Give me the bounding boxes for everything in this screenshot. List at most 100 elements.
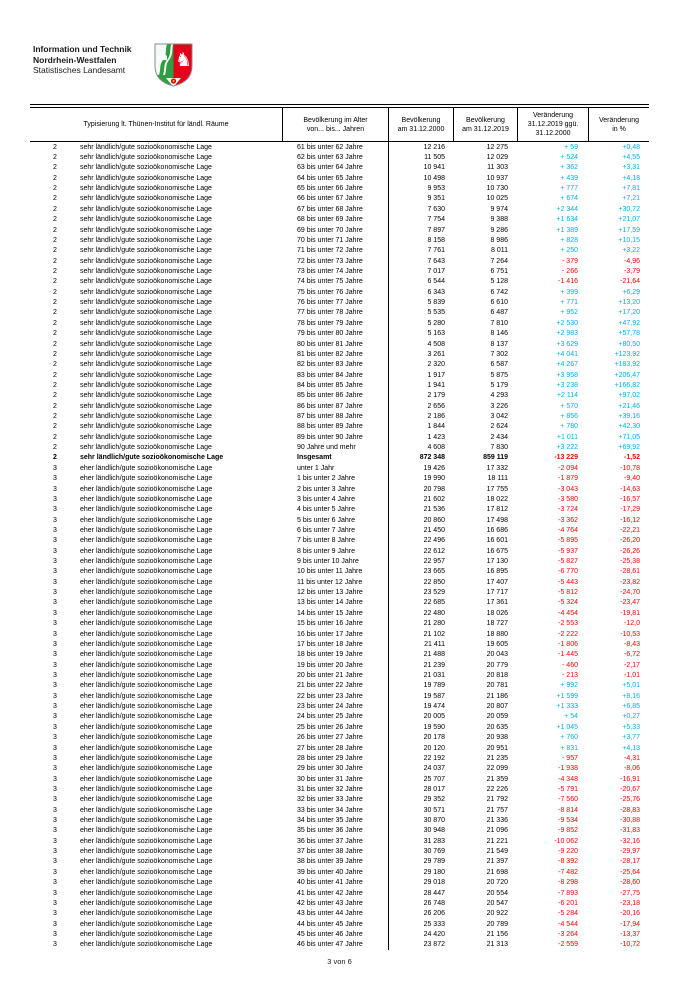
cell-veraenderung-pct: +21,46 [618, 402, 640, 410]
cell-typ-nummer: 2 [53, 454, 57, 462]
cell-veraenderung-pct: +6,85 [622, 703, 640, 711]
cell-altersgruppe: 30 bis unter 31 Jahre [297, 775, 363, 783]
table-row: 3 eher ländlich/gute sozioökonomische Lag… [30, 504, 649, 515]
cell-veraenderung-pct: -1,01 [624, 672, 640, 679]
table-row: 2 sehr ländlich/gute sozioökonomische Lag… [30, 152, 649, 163]
cell-bevoelkerung-2000: 7 017 [388, 266, 453, 277]
cell-bevoelkerung-2000: 2 656 [388, 400, 453, 412]
cell-bevoelkerung-2000: 1 844 [388, 421, 453, 433]
cell-bevoelkerung-2000: 22 850 [388, 577, 453, 588]
cell-typ-nummer: 3 [53, 920, 57, 928]
cell-veraenderung-abs: -6 770 [558, 568, 578, 576]
cell-altersgruppe: 66 bis unter 67 Jahre [297, 195, 363, 203]
cell-bevoelkerung-2019: 11 303 [487, 164, 508, 172]
table-row: 3 eher ländlich/gute sozioökonomische Lag… [30, 815, 649, 826]
cell-typ-label: eher ländlich/gute sozioökonomische Lage [80, 651, 213, 659]
cell-typ-label: sehr ländlich/gute sozioökonomische Lage [80, 299, 212, 307]
cell-bevoelkerung-2019: 18 022 [486, 495, 508, 503]
cell-veraenderung-pct: +8,16 [622, 692, 640, 700]
cell-bevoelkerung-2000: 21 602 [388, 494, 453, 505]
cell-typ-label: eher ländlich/gute sozioökonomische Lage [80, 682, 213, 690]
cell-bevoelkerung-2000: 25 333 [388, 918, 453, 930]
cell-typ-label: eher ländlich/gute sozioökonomische Lage [80, 848, 213, 856]
cell-typ-label: sehr ländlich/gute sozioökonomische Lage [80, 236, 212, 244]
cell-veraenderung-pct: -13,37 [620, 930, 640, 938]
table-top-rule [30, 104, 649, 105]
cell-typ-nummer: 2 [53, 444, 57, 452]
table-row: 3 eher ländlich/gute sozioökonomische Lag… [30, 711, 649, 723]
cell-veraenderung-abs: +1 389 [556, 226, 578, 234]
cell-veraenderung-pct: -2,17 [624, 661, 640, 669]
cell-bevoelkerung-2000: 19 789 [388, 680, 453, 692]
cell-altersgruppe: 61 bis unter 62 Jahre [297, 143, 363, 151]
cell-altersgruppe: 86 bis unter 87 Jahre [297, 402, 363, 410]
cell-bevoelkerung-2019: 20 781 [486, 682, 508, 690]
cell-veraenderung-abs: + 524 [560, 154, 578, 162]
cell-typ-label: eher ländlich/gute sozioökonomische Lage [80, 609, 213, 617]
cell-veraenderung-abs: -8 392 [558, 858, 578, 866]
cell-veraenderung-abs: + 399 [560, 288, 578, 296]
cell-bevoelkerung-2019: 859 119 [483, 454, 508, 462]
cell-altersgruppe: 89 bis unter 90 Jahre [297, 433, 363, 441]
cell-altersgruppe: 23 bis unter 24 Jahre [297, 703, 363, 711]
agency-letterhead: Information und Technik Nordrhein-Westfa… [33, 44, 132, 76]
cell-veraenderung-pct: +4,13 [622, 744, 640, 752]
cell-bevoelkerung-2000: 5 280 [388, 318, 453, 329]
table-row: 2 sehr ländlich/gute sozioökonomische Lag… [30, 224, 649, 236]
cell-veraenderung-abs: -1 879 [558, 475, 578, 483]
cell-veraenderung-abs: -1 416 [558, 278, 578, 286]
cell-altersgruppe: 19 bis unter 20 Jahre [297, 661, 363, 669]
table-row: 3 eher ländlich/gute sozioökonomische Lag… [30, 856, 649, 868]
cell-veraenderung-pct: +10,15 [618, 236, 640, 244]
cell-typ-nummer: 2 [53, 164, 57, 172]
cell-veraenderung-abs: + 760 [560, 734, 578, 742]
table-row: 2 sehr ländlich/gute sozioökonomische Lag… [30, 255, 649, 267]
cell-veraenderung-pct: -14,63 [620, 485, 640, 493]
cell-typ-nummer: 2 [53, 423, 57, 431]
cell-typ-nummer: 3 [53, 879, 57, 887]
cell-veraenderung-pct: +5,33 [622, 723, 640, 731]
cell-veraenderung-pct: -25,76 [620, 796, 640, 804]
cell-veraenderung-abs: +2 530 [556, 319, 578, 327]
agency-name-line1: Information und Technik [33, 44, 132, 54]
cell-bevoelkerung-2000: 26 748 [388, 898, 453, 909]
table-row: 2 sehr ländlich/gute sozioökonomische Lag… [30, 359, 649, 370]
cell-veraenderung-abs: -8 814 [558, 806, 578, 814]
cell-typ-nummer: 3 [53, 558, 57, 566]
cell-typ-nummer: 3 [53, 661, 57, 669]
cell-bevoelkerung-2019: 17 755 [486, 485, 508, 493]
cell-typ-nummer: 2 [53, 236, 57, 244]
table-row: 3 eher ländlich/gute sozioökonomische Lag… [30, 494, 649, 505]
cell-typ-nummer: 2 [53, 340, 57, 348]
cell-veraenderung-pct: -17,94 [620, 920, 640, 928]
cell-bevoelkerung-2019: 20 554 [486, 889, 508, 897]
cell-altersgruppe: 64 bis unter 65 Jahre [297, 174, 363, 182]
cell-altersgruppe: 71 bis unter 72 Jahre [297, 247, 363, 255]
cell-typ-label: sehr ländlich/gute sozioökonomische Lage [80, 278, 212, 286]
cell-bevoelkerung-2019: 17 498 [486, 516, 508, 524]
cell-typ-label: sehr ländlich/gute sozioökonomische Lage [80, 174, 212, 182]
table-row: 3 eher ländlich/gute sozioökonomische Lag… [30, 608, 649, 619]
cell-typ-label: eher ländlich/gute sozioökonomische Lage [80, 858, 213, 866]
table-row: 2 sehr ländlich/gute sozioökonomische Lag… [30, 214, 649, 225]
cell-bevoelkerung-2019: 9 974 [490, 205, 508, 213]
cell-typ-nummer: 3 [53, 609, 57, 617]
table-row: 2 sehr ländlich/gute sozioökonomische Lag… [30, 142, 649, 153]
cell-typ-nummer: 2 [53, 319, 57, 327]
cell-typ-nummer: 3 [53, 599, 57, 607]
cell-bevoelkerung-2000: 30 571 [388, 805, 453, 816]
table-row: 2 sehr ländlich/gute sozioökonomische Lag… [30, 245, 649, 256]
table-row: 2 sehr ländlich/gute sozioökonomische Lag… [30, 338, 649, 350]
table-row: 2 sehr ländlich/gute sozioökonomische Lag… [30, 411, 649, 422]
cell-typ-nummer: 3 [53, 775, 57, 783]
cell-bevoelkerung-2019: 18 111 [487, 475, 508, 483]
cell-veraenderung-abs: -9 220 [558, 848, 578, 856]
cell-veraenderung-abs: -7 560 [558, 796, 578, 804]
cell-altersgruppe: 37 bis unter 38 Jahre [297, 848, 363, 856]
cell-altersgruppe: 24 bis unter 25 Jahre [297, 713, 363, 721]
cell-typ-label: eher ländlich/gute sozioökonomische Lage [80, 785, 213, 793]
cell-typ-label: eher ländlich/gute sozioökonomische Lage [80, 806, 213, 814]
cell-bevoelkerung-2019: 10 937 [486, 174, 508, 182]
cell-veraenderung-pct: +166,82 [614, 381, 641, 389]
cell-bevoelkerung-2000: 6 544 [388, 276, 453, 288]
